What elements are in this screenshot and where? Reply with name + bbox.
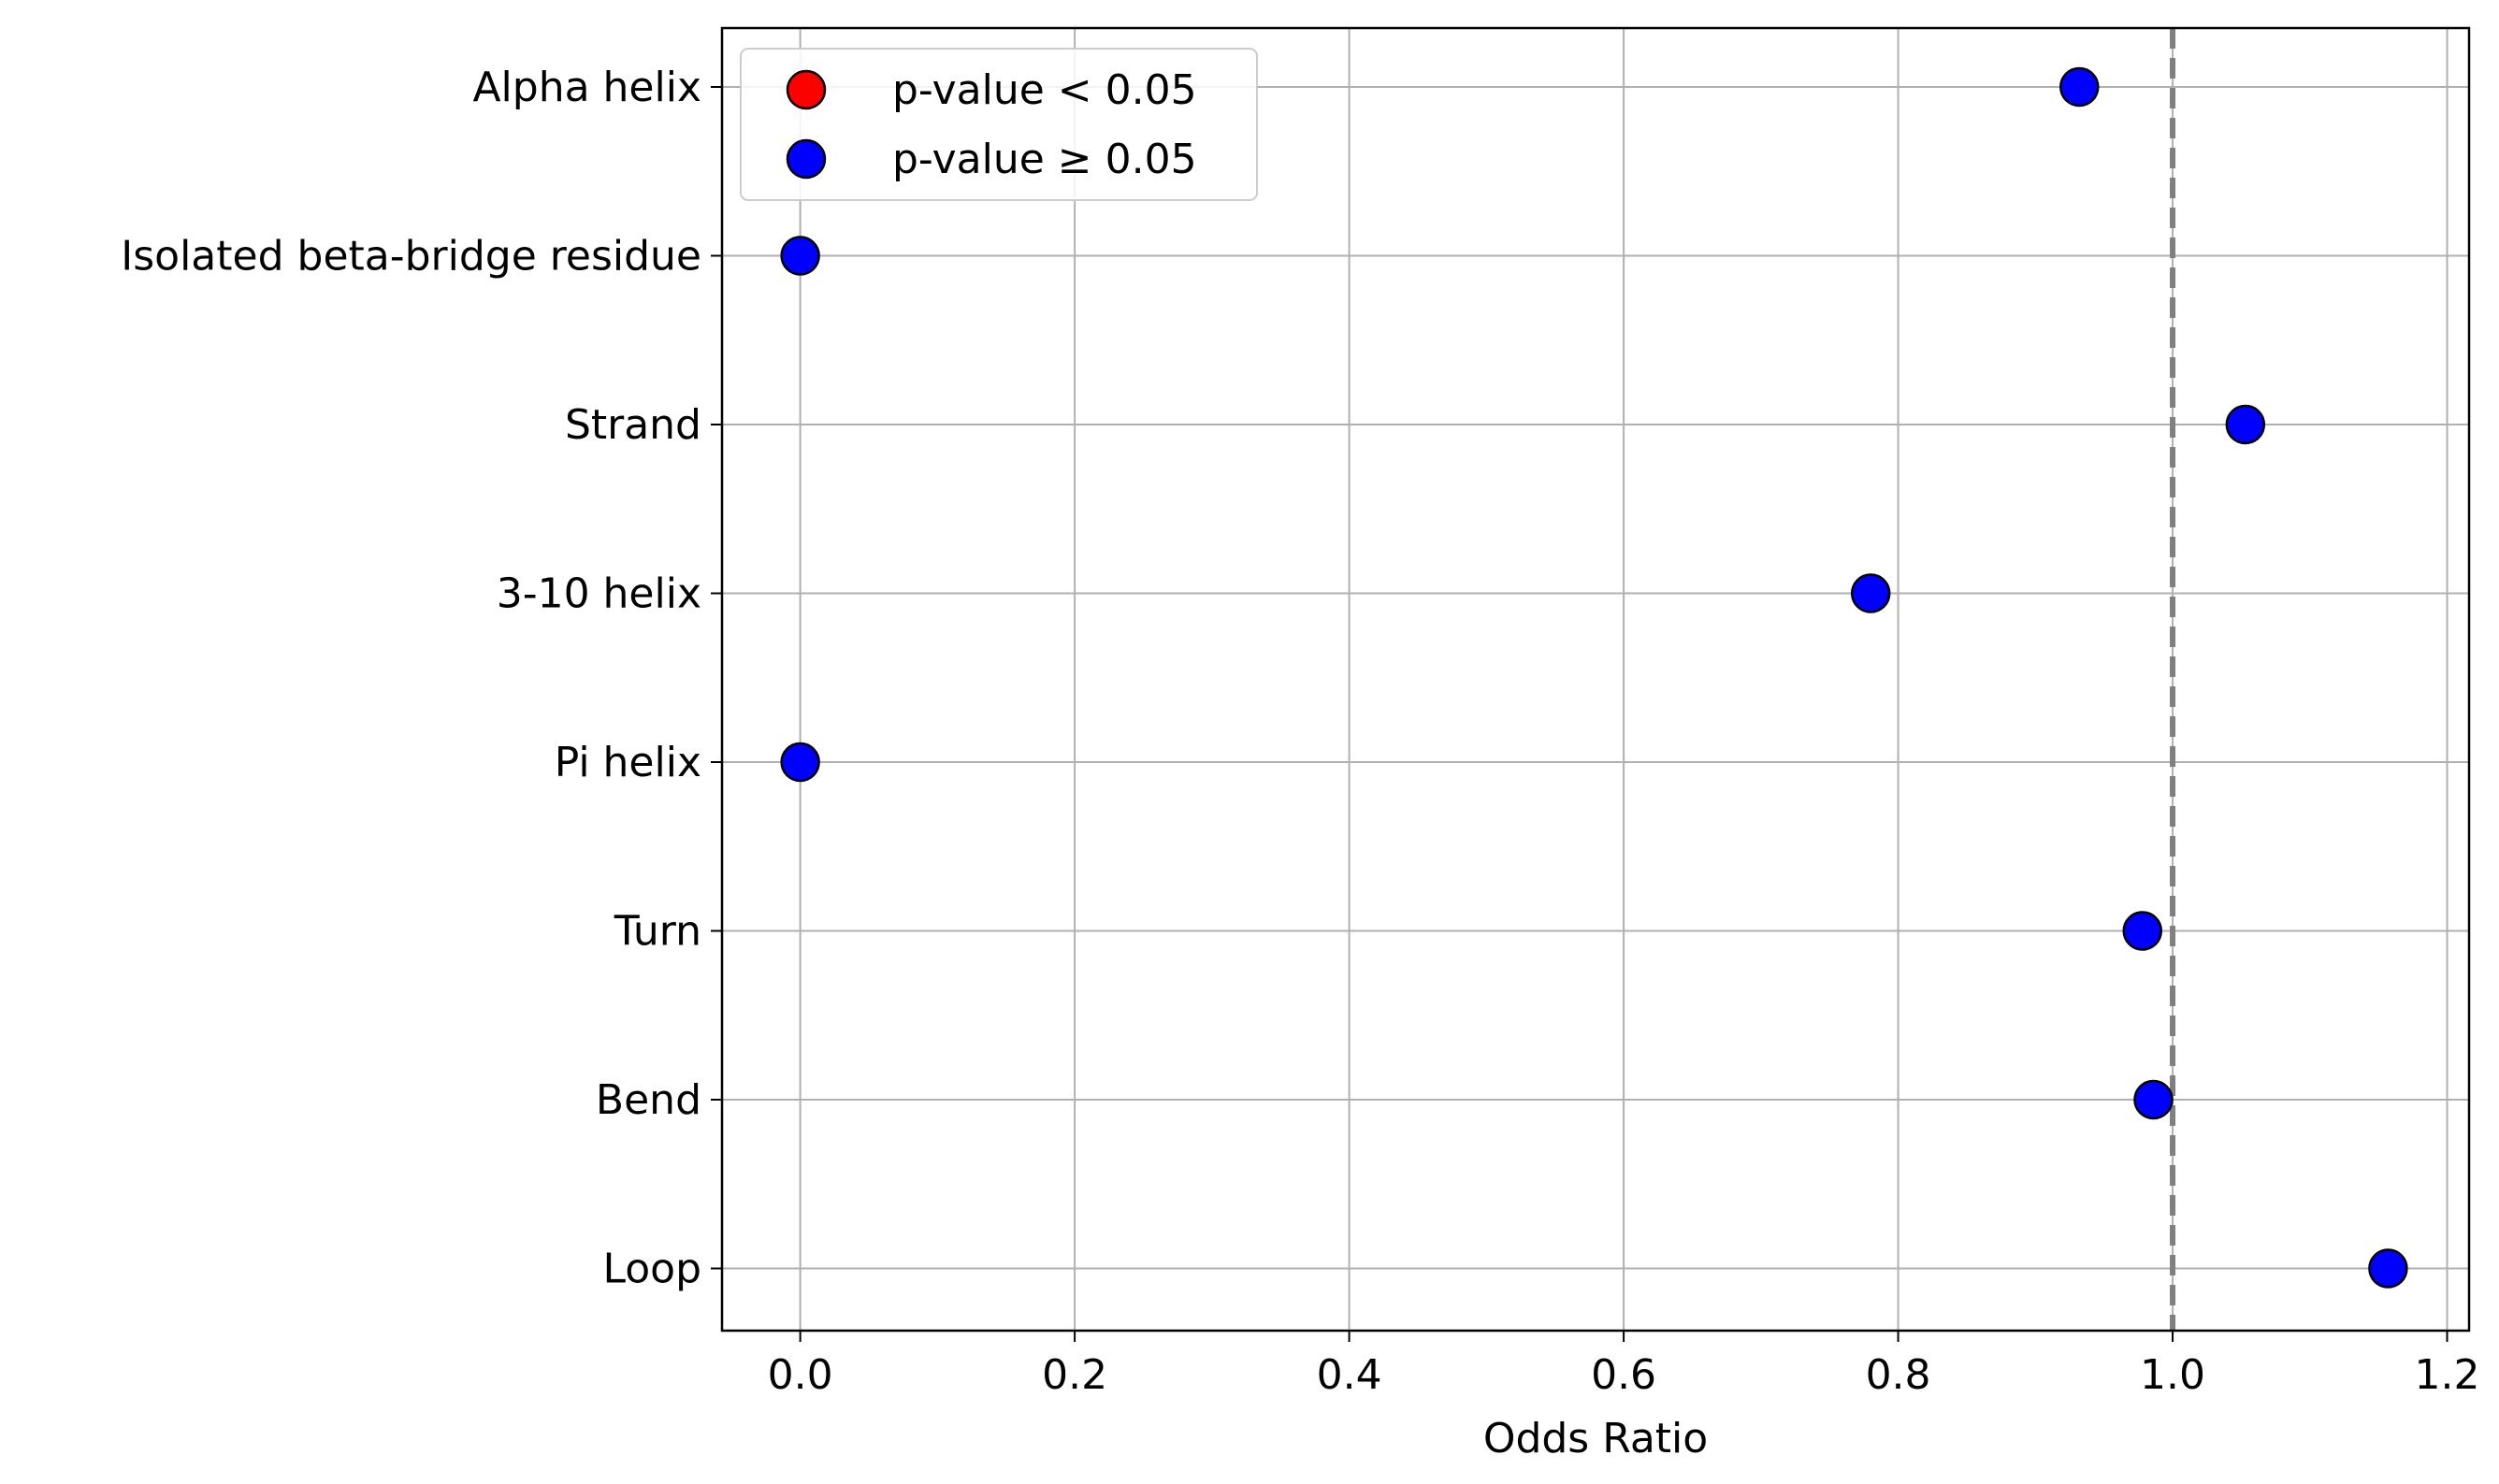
legend-marker [786, 138, 827, 180]
data-points [780, 66, 2408, 1289]
x-tick-label: 0.8 [1866, 1351, 1931, 1399]
x-tick-label: 0.0 [768, 1351, 833, 1399]
legend-marker [786, 69, 827, 110]
y-tick-label: Alpha helix [472, 64, 701, 111]
y-tick-label: Isolated beta-bridge residue [121, 233, 701, 281]
data-point [2368, 1248, 2408, 1289]
x-axis-ticks: 0.0 0.2 0.4 0.6 0.8 1.0 1.2 [768, 1331, 2480, 1399]
x-tick-label: 0.2 [1042, 1351, 1107, 1399]
data-point [2122, 911, 2163, 951]
y-axis-ticks: Alpha helix Isolated beta-bridge residue S… [121, 64, 722, 1293]
y-tick-label: 3-10 helix [497, 570, 701, 618]
data-point [780, 742, 820, 783]
legend-box [740, 48, 1258, 201]
y-tick-label: Strand [565, 401, 701, 449]
y-tick-label: Bend [596, 1076, 701, 1124]
legend-label: p-value < 0.05 [892, 66, 1197, 114]
plot-area-frame [720, 26, 2471, 1333]
data-point [2225, 404, 2266, 445]
x-axis-label: Odds Ratio [1483, 1415, 1708, 1462]
data-point [780, 236, 820, 276]
x-tick-label: 1.2 [2415, 1351, 2480, 1399]
y-tick-label: Loop [602, 1246, 701, 1293]
x-tick-label: 1.0 [2140, 1351, 2205, 1399]
data-point [2059, 66, 2100, 108]
legend: p-value < 0.05 p-value ≥ 0.05 [740, 48, 1258, 201]
y-tick-label: Turn [614, 908, 701, 956]
y-tick-label: Pi helix [555, 739, 701, 786]
x-tick-label: 0.6 [1591, 1351, 1656, 1399]
x-tick-label: 0.4 [1317, 1351, 1382, 1399]
data-point [2133, 1079, 2174, 1120]
legend-label: p-value ≥ 0.05 [892, 136, 1197, 183]
data-point [1850, 573, 1891, 613]
